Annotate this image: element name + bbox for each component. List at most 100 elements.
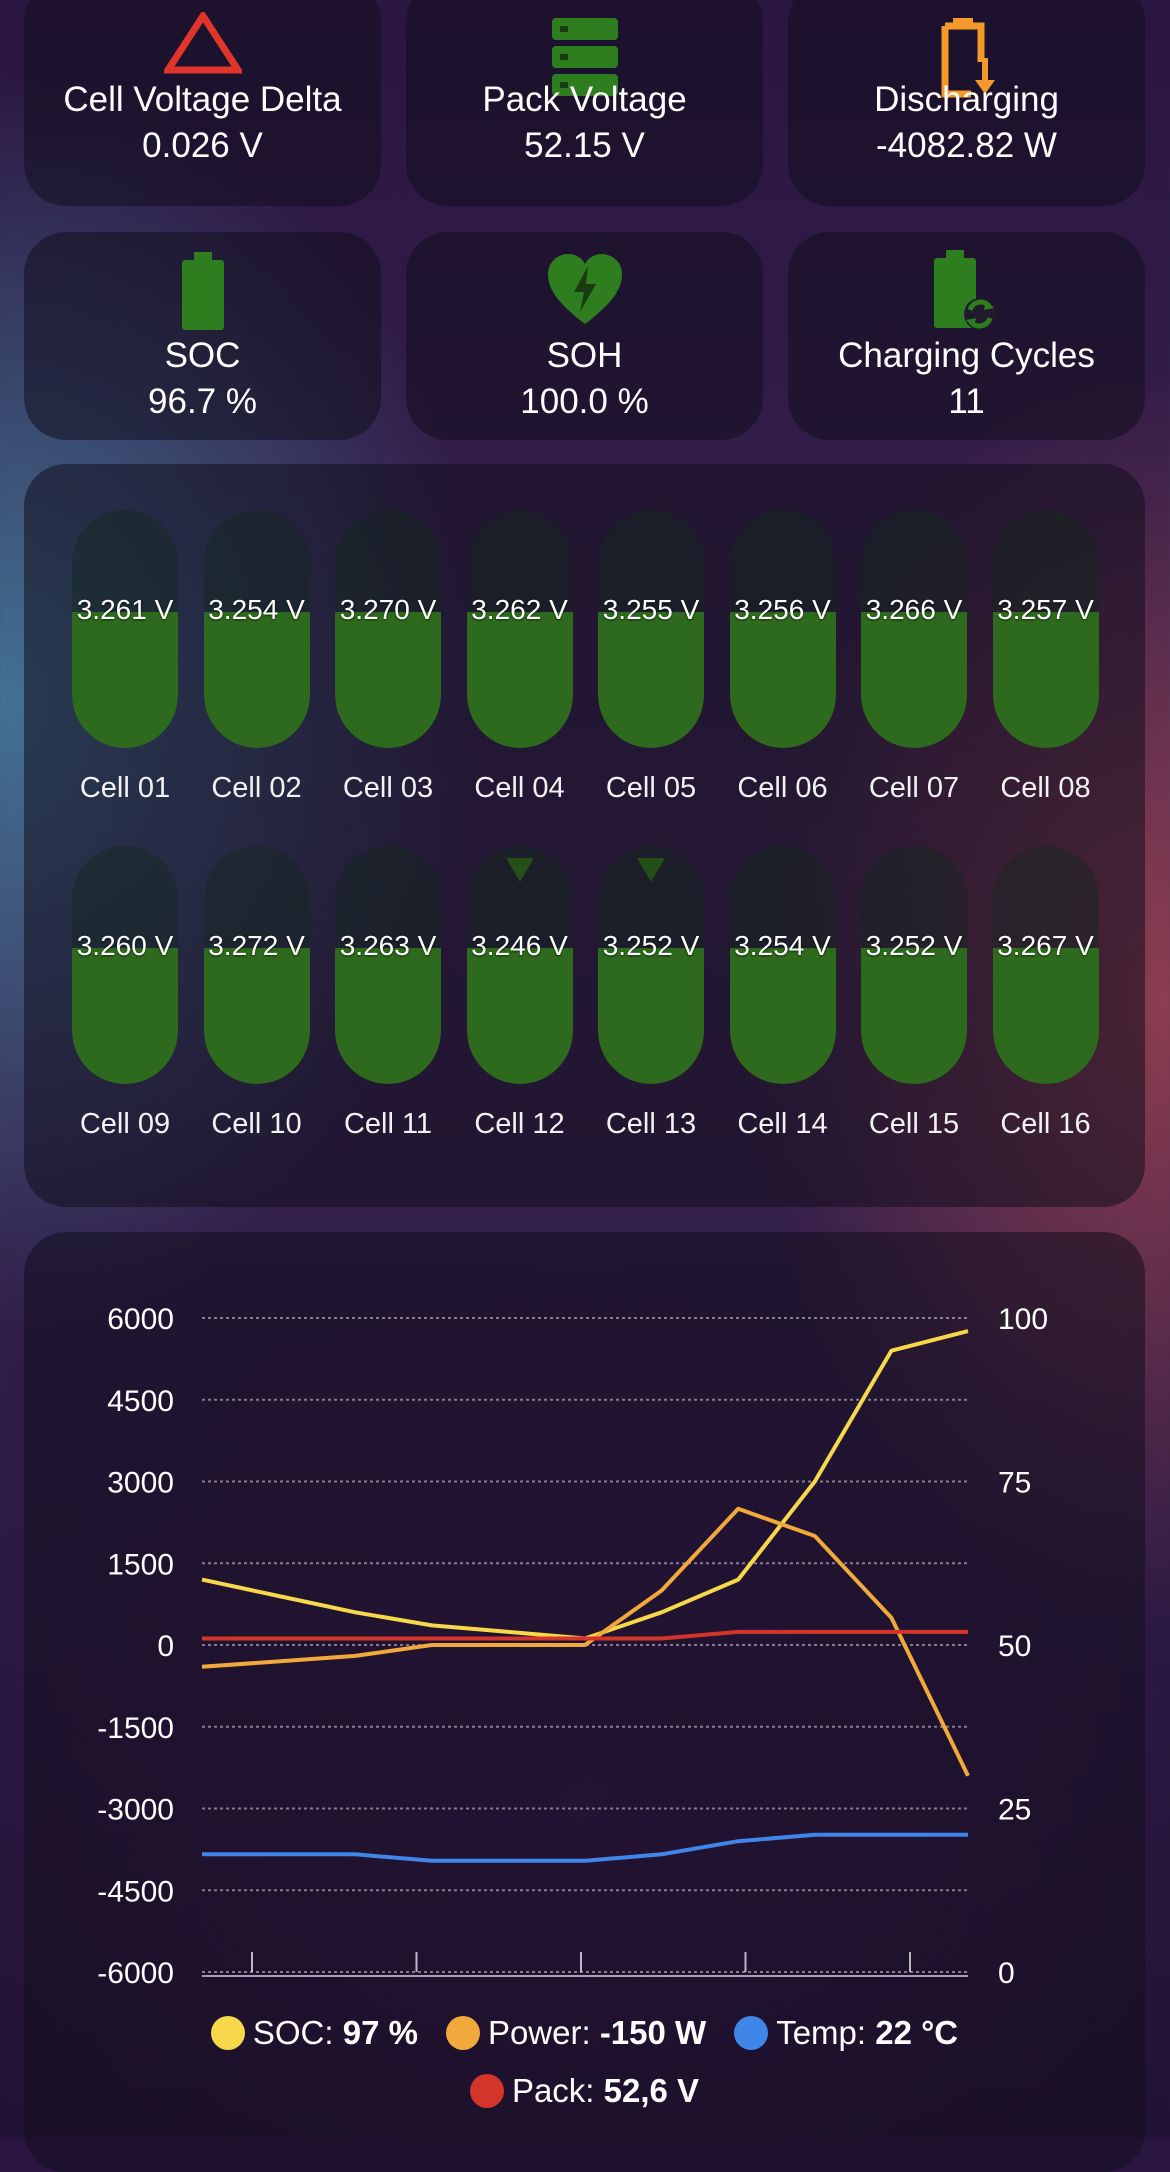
cell-fill [729, 948, 836, 1084]
cell-voltage: 3.255 V [602, 594, 700, 625]
legend-label: Pack: [511, 2072, 604, 2109]
cell-fill [861, 948, 967, 1084]
history-chart-panel: 6000 4500 3000 1500 0 -1500 -3000 -4500 -6000 100… [24, 1232, 1145, 2172]
cell-voltage: 3.270 V [339, 594, 437, 625]
series-temp-line [202, 1832, 968, 1863]
left-tick-label: -6000 [97, 1957, 174, 1990]
cell-tube [72, 846, 178, 1084]
legend-value: -150 W [599, 2014, 707, 2051]
cell-voltage: 3.263 V [339, 930, 437, 961]
cell-fill [335, 948, 441, 1084]
cell-name: Cell 07 [868, 772, 960, 804]
cell-name: Cell 14 [737, 1108, 828, 1140]
cell-fill [598, 948, 704, 1084]
cell-tube [203, 510, 310, 748]
tile-value: -4082.82 W [876, 126, 1057, 165]
cell-tube [335, 846, 441, 1084]
cell-name: Cell 12 [474, 1108, 565, 1140]
cell-name: Cell 13 [605, 1108, 697, 1140]
cell-tube [992, 510, 1099, 748]
low-cell-marker-icon [637, 858, 665, 882]
low-cell-marker-icon [505, 858, 534, 882]
cell-fill [598, 612, 704, 748]
heart-bolt-icon [547, 254, 622, 324]
cell-voltage: 3.256 V [734, 594, 831, 625]
legend-value: 97 % [342, 2014, 418, 2051]
tile-value: 11 [948, 382, 985, 421]
cell-tube [598, 510, 704, 748]
legend-item[interactable]: Pack: 52,6 V [469, 2072, 699, 2110]
left-tick-label: -4500 [97, 1875, 174, 1908]
tile-label: SOC [164, 336, 241, 375]
tile-value: 52.15 V [524, 126, 645, 165]
cell-tube [466, 846, 573, 1084]
cell-tube [861, 846, 967, 1084]
tile-label: SOH [546, 336, 623, 375]
cell-voltage: 3.257 V [997, 594, 1094, 625]
left-tick-label: 1500 [107, 1548, 174, 1581]
cell-fill [466, 612, 573, 748]
cell-tube [861, 510, 967, 748]
left-tick-label: 4500 [107, 1385, 174, 1418]
tile-pack-voltage[interactable]: Pack Voltage 52.15 V [406, 0, 763, 206]
right-tick-label: 0 [998, 1957, 1015, 1990]
cell-voltage: 3.246 V [471, 930, 568, 961]
tile-soh[interactable]: SOH 100.0 % [406, 232, 763, 440]
cell-voltage: 3.252 V [865, 930, 963, 961]
battery-sync-icon [933, 250, 996, 330]
left-tick-label: 3000 [107, 1467, 174, 1500]
cell-fill [72, 948, 178, 1084]
cell-voltage: 3.272 V [208, 930, 305, 961]
history-chart[interactable]: 6000 4500 3000 1500 0 -1500 -3000 -4500 -6000 100… [24, 1232, 1145, 2172]
cell-voltage: 3.260 V [76, 930, 174, 961]
cell-tube [335, 510, 441, 748]
right-tick-label: 25 [998, 1794, 1031, 1827]
right-tick-label: 75 [998, 1467, 1031, 1500]
legend-label: Temp: [776, 2014, 876, 2051]
tile-cell-voltage-delta[interactable]: Cell Voltage Delta 0.026 V [24, 0, 381, 206]
cell-name: Cell 09 [79, 1108, 171, 1140]
left-tick-label: -1500 [97, 1712, 174, 1745]
left-tick-label: -3000 [97, 1794, 174, 1827]
cell-name: Cell 06 [737, 772, 828, 804]
cell-tube [72, 510, 178, 748]
tile-discharging[interactable]: Discharging -4082.82 W [788, 0, 1145, 206]
cell-name: Cell 05 [605, 772, 697, 804]
tile-value: 96.7 % [148, 382, 257, 421]
cell-name: Cell 11 [343, 1108, 433, 1140]
tile-value: 0.026 V [142, 126, 263, 165]
cell-fill [203, 612, 310, 748]
series-pack-line [202, 1629, 968, 1641]
legend-label: SOC: [252, 2014, 343, 2051]
cell-fill [72, 612, 178, 748]
legend-dot-icon [469, 2074, 504, 2108]
cell-name: Cell 10 [211, 1108, 302, 1140]
left-tick-label: 0 [157, 1630, 174, 1663]
cell-fill [861, 612, 967, 748]
series-power-line [201, 1506, 970, 1777]
right-tick-label: 100 [998, 1303, 1048, 1336]
cell-voltage: 3.261 V [76, 594, 174, 625]
tile-charging-cycles[interactable]: Charging Cycles 11 [788, 232, 1145, 440]
warning-triangle-icon [163, 12, 242, 74]
cell-name: Cell 02 [211, 772, 302, 804]
tile-soc[interactable]: SOC 96.7 % [24, 232, 381, 440]
tile-label: Pack Voltage [482, 80, 687, 119]
cell-name: Cell 16 [1000, 1108, 1091, 1140]
left-tick-label: 6000 [107, 1303, 174, 1336]
cell-fill [992, 612, 1099, 748]
legend-item[interactable]: Power: -150 W [445, 2014, 707, 2052]
cell-name: Cell 03 [342, 772, 434, 804]
cell-tube [992, 846, 1099, 1084]
tile-label: Charging Cycles [838, 336, 1095, 375]
legend-item[interactable]: SOC: 97 % [210, 2014, 418, 2052]
tile-label: Discharging [874, 80, 1059, 119]
legend-value: 22 °C [875, 2014, 959, 2051]
cell-voltage: 3.254 V [208, 594, 305, 625]
cell-fill [203, 948, 310, 1084]
cell-voltage: 3.252 V [602, 930, 700, 961]
series-soc-line [201, 1329, 969, 1641]
legend-item[interactable]: Temp: 22 °C [734, 2014, 958, 2052]
cell-tube [729, 846, 836, 1084]
legend-dot-icon [734, 2016, 769, 2050]
